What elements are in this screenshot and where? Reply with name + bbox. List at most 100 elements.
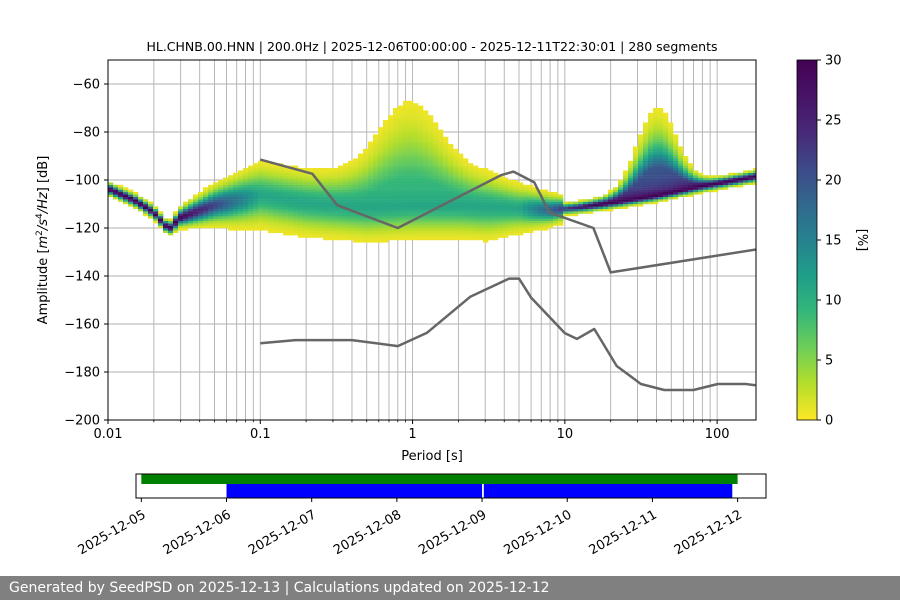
psd-cell: [393, 204, 399, 207]
psd-cell: [393, 148, 399, 152]
psd-cell: [428, 196, 434, 200]
psd-cell: [373, 230, 379, 233]
psd-cell: [443, 211, 449, 214]
psd-cell: [298, 201, 304, 205]
psd-cell: [278, 213, 284, 217]
psd-cell: [388, 230, 394, 233]
psd-cell: [643, 132, 649, 135]
psd-cell: [668, 196, 674, 200]
psd-cell: [238, 172, 244, 176]
psd-cell: [378, 223, 384, 226]
psd-cell: [423, 127, 429, 130]
psd-cell: [443, 208, 449, 212]
psd-cell: [483, 177, 489, 181]
psd-cell: [393, 156, 399, 159]
psd-cell: [548, 192, 554, 195]
psd-cell: [393, 122, 399, 125]
psd-cell: [213, 206, 219, 209]
psd-cell: [458, 192, 464, 195]
psd-cell: [433, 204, 439, 207]
psd-cell: [238, 180, 244, 183]
timeline-tick-label: 2025-12-06: [161, 507, 234, 558]
psd-cell: [113, 192, 119, 195]
psd-cell: [358, 232, 364, 236]
psd-cell: [473, 232, 479, 236]
psd-cell: [358, 204, 364, 207]
psd-cell: [158, 225, 164, 229]
psd-cell: [343, 187, 349, 190]
psd-cell: [643, 158, 649, 161]
psd-cell: [653, 163, 659, 166]
psd-cell: [408, 115, 414, 118]
psd-cell: [493, 213, 499, 217]
psd-cell: [493, 208, 499, 212]
psd-cell: [503, 194, 509, 197]
psd-cell: [498, 220, 504, 224]
psd-cell: [498, 218, 504, 221]
psd-cell: [468, 204, 474, 207]
psd-cell: [448, 211, 454, 214]
psd-cell: [678, 146, 684, 149]
psd-cell: [178, 206, 184, 209]
psd-cell: [418, 184, 424, 188]
psd-cell: [648, 132, 654, 135]
psd-cell: [548, 218, 554, 221]
psd-cell: [363, 240, 369, 243]
psd-cell: [273, 204, 279, 207]
psd-cell: [643, 196, 649, 200]
psd-cell: [468, 163, 474, 166]
psd-cell: [628, 160, 634, 164]
psd-cell: [353, 158, 359, 161]
psd-cell: [508, 228, 514, 231]
psd-cell: [653, 156, 659, 159]
psd-cell: [448, 194, 454, 197]
psd-cell: [723, 184, 729, 188]
psd-cell: [408, 148, 414, 152]
psd-cell: [418, 211, 424, 214]
psd-cell: [368, 204, 374, 207]
psd-cell: [383, 144, 389, 147]
psd-cell: [208, 225, 214, 229]
psd-cell: [253, 184, 259, 188]
psd-cell: [183, 213, 189, 217]
psd-cell: [483, 223, 489, 226]
psd-cell: [183, 204, 189, 207]
psd-cell: [283, 184, 289, 188]
psd-cell: [573, 204, 579, 207]
psd-cell: [423, 172, 429, 176]
psd-cell: [328, 218, 334, 221]
psd-cell: [208, 184, 214, 188]
psd-cell: [363, 232, 369, 236]
psd-cell: [263, 175, 269, 178]
psd-cell: [338, 237, 344, 241]
psd-cell: [188, 220, 194, 224]
psd-cell: [683, 158, 689, 161]
psd-cell: [298, 230, 304, 233]
psd-cell: [283, 218, 289, 221]
psd-cell: [618, 180, 624, 183]
psd-cell: [403, 189, 409, 193]
psd-cell: [393, 146, 399, 149]
psd-cell: [293, 204, 299, 207]
psd-cell: [733, 175, 739, 178]
psd-cell: [438, 175, 444, 178]
psd-cell: [503, 232, 509, 236]
psd-cell: [463, 172, 469, 176]
psd-cell: [423, 189, 429, 193]
psd-cell: [388, 187, 394, 190]
psd-cell: [333, 213, 339, 217]
psd-cell: [663, 187, 669, 190]
psd-cell: [258, 192, 264, 195]
psd-cell: [438, 218, 444, 221]
psd-cell: [348, 182, 354, 185]
psd-cell: [218, 208, 224, 212]
psd-cell: [278, 182, 284, 185]
psd-cell: [343, 177, 349, 181]
psd-cell: [383, 187, 389, 190]
psd-cell: [403, 112, 409, 116]
psd-cell: [358, 192, 364, 195]
psd-cell: [218, 213, 224, 217]
psd-cell: [668, 182, 674, 185]
psd-cell: [448, 208, 454, 212]
psd-cell: [723, 182, 729, 185]
